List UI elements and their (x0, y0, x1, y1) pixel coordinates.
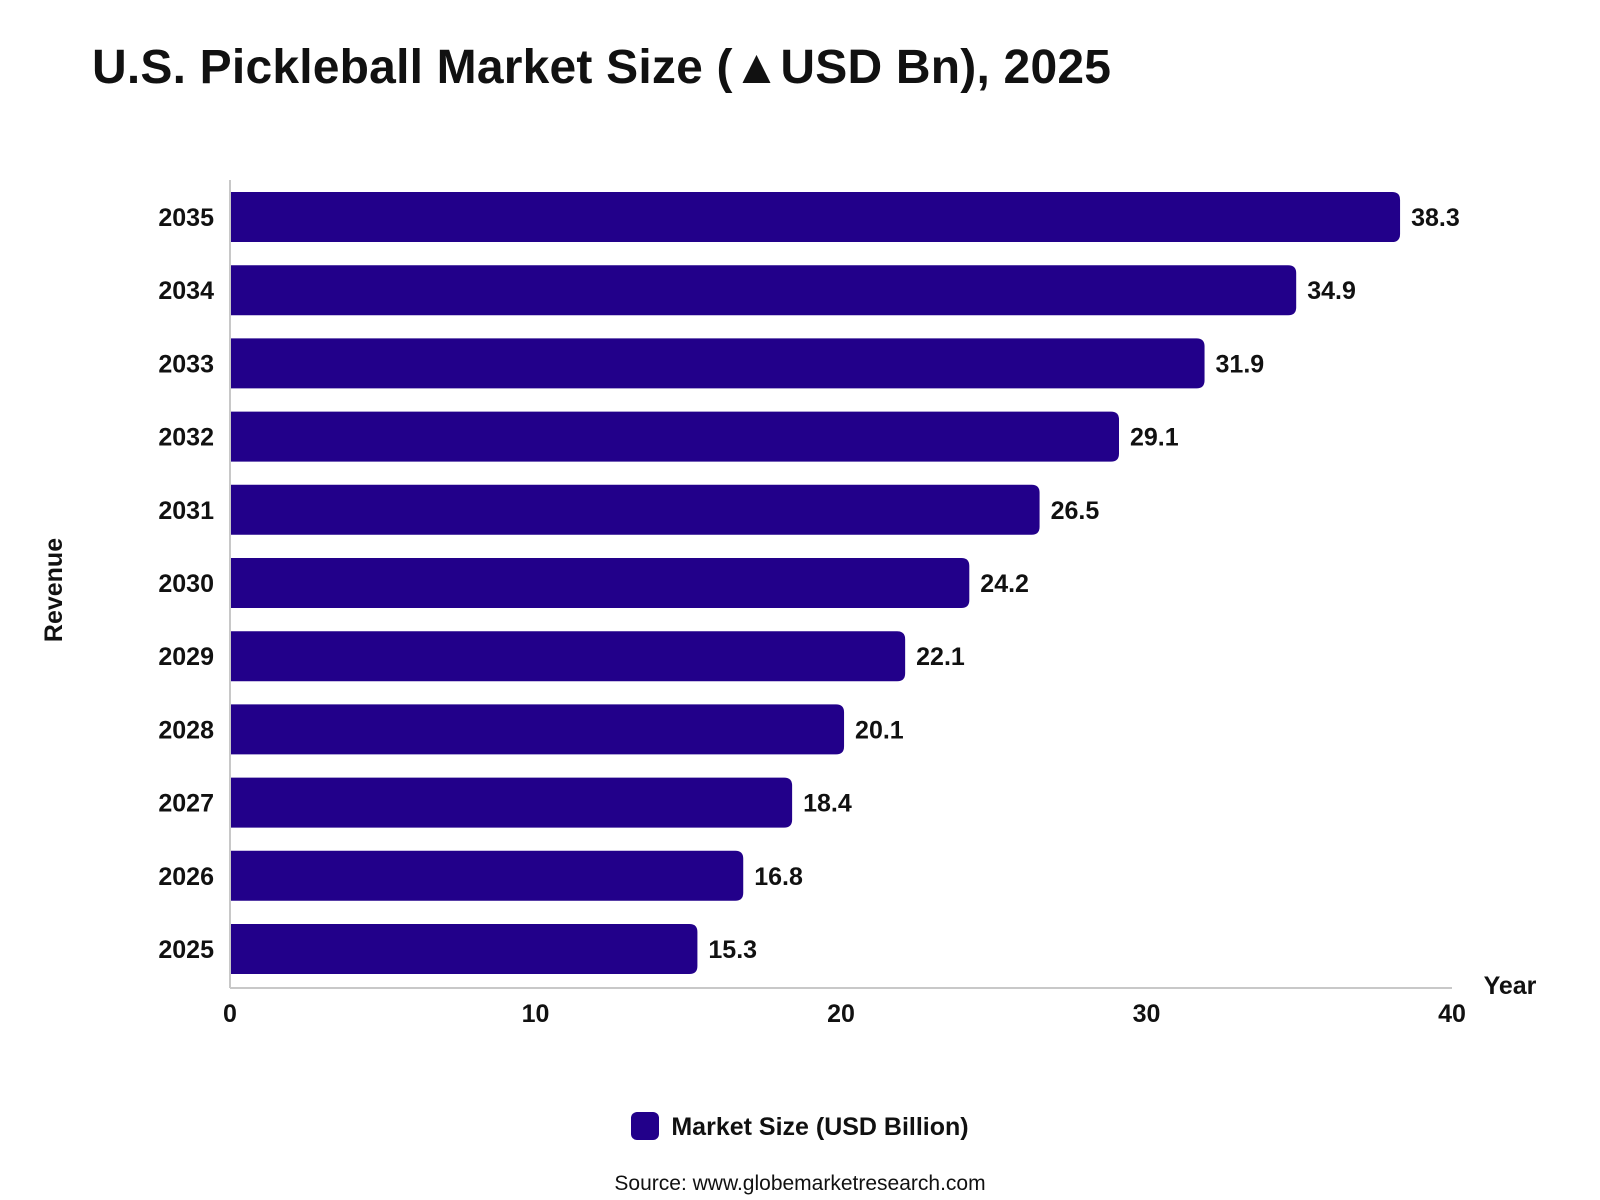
bar-2030 (230, 558, 970, 608)
legend-label: Market Size (USD Billion) (671, 1113, 969, 1141)
bar-2032 (230, 411, 1120, 462)
value-label-2034: 34.9 (1307, 277, 1356, 305)
bar-2028 (230, 704, 845, 755)
labels-layer: 2035 38.3 2034 34.9 2033 31.9 2032 29.1 2031 26.5… (158, 204, 1459, 964)
category-label-2032: 2032 (158, 424, 214, 452)
value-axis-ticks: 0 10 20 30 40 (223, 1000, 1466, 1028)
category-label-2025: 2025 (158, 936, 214, 964)
value-label-2031: 26.5 (1051, 497, 1100, 525)
x-tick-label-20: 20 (827, 1000, 855, 1028)
bar-2027 (230, 777, 793, 828)
bar-2033 (230, 338, 1205, 389)
bar-2029 (230, 631, 906, 682)
value-label-2033: 31.9 (1216, 350, 1265, 378)
legend: Market Size (USD Billion) (0, 1112, 1600, 1142)
value-label-2025: 15.3 (708, 936, 757, 964)
value-label-2030: 24.2 (980, 570, 1029, 598)
category-label-2027: 2027 (158, 790, 214, 818)
category-label-2033: 2033 (158, 350, 214, 378)
category-axis-title: Revenue (40, 538, 68, 642)
category-label-2030: 2030 (158, 570, 214, 598)
category-label-2029: 2029 (158, 643, 214, 671)
source-note: Source: www.globemarketresearch.com (614, 1172, 986, 1195)
bars-layer (230, 192, 1401, 974)
bar-2025 (230, 924, 698, 974)
value-label-2027: 18.4 (803, 790, 852, 818)
chart-title: U.S. Pickleball Market Size (▲USD Bn), 2… (92, 41, 1112, 94)
x-tick-label-40: 40 (1438, 1000, 1466, 1028)
category-label-2031: 2031 (158, 497, 214, 525)
category-label-2034: 2034 (158, 277, 214, 305)
category-label-2026: 2026 (158, 863, 214, 891)
bar-2035 (230, 192, 1401, 242)
bar-2034 (230, 265, 1297, 316)
value-label-2029: 22.1 (916, 643, 965, 671)
legend-swatch (631, 1112, 660, 1140)
value-label-2026: 16.8 (754, 863, 803, 891)
value-label-2032: 29.1 (1130, 424, 1179, 452)
x-tick-label-0: 0 (223, 1000, 237, 1028)
x-tick-label-30: 30 (1133, 1000, 1161, 1028)
bar-2031 (230, 484, 1040, 535)
value-label-2028: 20.1 (855, 716, 904, 744)
value-label-2035: 38.3 (1411, 204, 1460, 232)
category-label-2035: 2035 (158, 204, 214, 232)
value-axis-title: Year (1484, 972, 1537, 1000)
x-tick-label-10: 10 (522, 1000, 550, 1028)
category-label-2028: 2028 (158, 716, 214, 744)
bar-2026 (230, 850, 744, 901)
